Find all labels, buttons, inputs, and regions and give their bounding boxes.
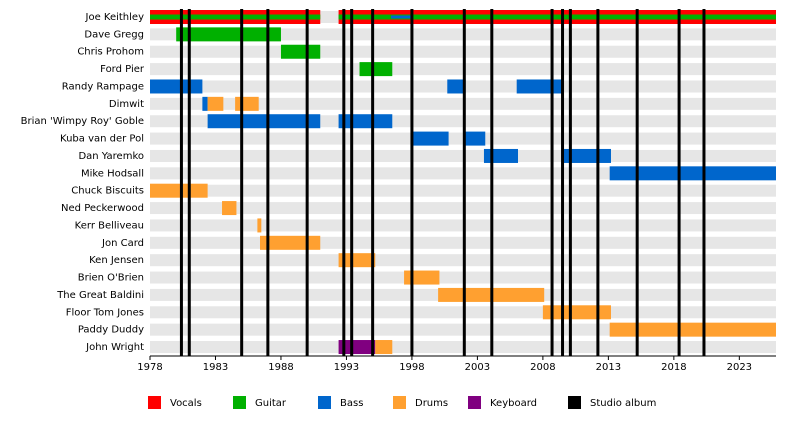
member-label: Floor Tom Jones (66, 307, 144, 318)
x-tick-label: 2008 (530, 362, 555, 373)
legend-label: Bass (340, 398, 363, 409)
member-label: Mike Hodsall (81, 168, 144, 179)
tenure-bar (338, 253, 376, 268)
tenure-bar (359, 62, 393, 77)
tenure-bar (280, 44, 321, 59)
x-tick-label: 1978 (137, 362, 162, 373)
member-label: Brian 'Wimpy Roy' Goble (21, 116, 144, 127)
legend-swatch (568, 396, 581, 409)
legend-swatch (233, 396, 246, 409)
x-tick-label: 2018 (661, 362, 686, 373)
member-label: Dave Gregg (84, 29, 144, 40)
tenure-bar (390, 15, 414, 19)
tenure-bar (207, 114, 321, 129)
legend-label: Guitar (255, 398, 287, 409)
legend-label: Studio album (590, 398, 656, 409)
member-label: Randy Rampage (62, 81, 144, 92)
legend-swatch (393, 396, 406, 409)
tenure-bar (235, 96, 259, 111)
member-label: Dan Yaremko (78, 151, 144, 162)
tenure-bar (447, 79, 466, 94)
tenure-bar (404, 270, 440, 285)
member-label: Joe Keithley (85, 12, 145, 23)
x-tick-label: 1983 (203, 362, 228, 373)
member-label: John Wright (85, 342, 144, 353)
tenure-bar (609, 166, 776, 181)
x-tick-label: 2003 (465, 362, 490, 373)
tenure-bar (464, 131, 486, 146)
tenure-bar (516, 79, 563, 94)
member-label: Ned Peckerwood (61, 203, 144, 214)
legend-label: Drums (415, 398, 448, 409)
member-label: Paddy Duddy (78, 325, 144, 336)
member-label: Ken Jensen (89, 255, 144, 266)
tenure-bar (150, 79, 203, 94)
tenure-bar (150, 183, 208, 198)
member-label: Dimwit (109, 99, 144, 110)
x-tick-label: 1998 (399, 362, 424, 373)
member-label: Ford Pier (100, 64, 145, 75)
tenure-bar (338, 114, 393, 129)
member-label: Chuck Biscuits (71, 186, 144, 197)
member-label: Brien O'Brien (78, 273, 144, 284)
x-tick-label: 2013 (596, 362, 621, 373)
x-tick-label: 2023 (727, 362, 752, 373)
legend-swatch (148, 396, 161, 409)
x-tick-label: 1993 (334, 362, 359, 373)
tenure-bar (176, 27, 281, 42)
legend-swatch (468, 396, 481, 409)
tenure-bar (375, 340, 393, 355)
tenure-bar (338, 14, 776, 20)
tenure-bar (483, 148, 519, 163)
member-label: Chris Prohom (77, 47, 144, 58)
tenure-bar (207, 96, 224, 111)
legend-swatch (318, 396, 331, 409)
tenure-bar (338, 340, 376, 355)
tenure-bar (202, 96, 208, 111)
tenure-bar (257, 218, 262, 233)
legend-label: Vocals (170, 398, 202, 409)
legend-label: Keyboard (490, 398, 537, 409)
tenure-bar (260, 235, 321, 250)
tenure-bar (222, 201, 237, 216)
tenure-bar (609, 322, 776, 337)
member-label: The Great Baldini (56, 290, 144, 301)
member-label: Jon Card (101, 238, 144, 249)
member-label: Kuba van der Pol (60, 134, 144, 145)
tenure-bar (542, 305, 611, 320)
x-tick-label: 1988 (268, 362, 293, 373)
tenure-bar (411, 131, 449, 146)
tenure-bar (150, 14, 321, 20)
member-label: Kerr Belliveau (75, 220, 144, 231)
